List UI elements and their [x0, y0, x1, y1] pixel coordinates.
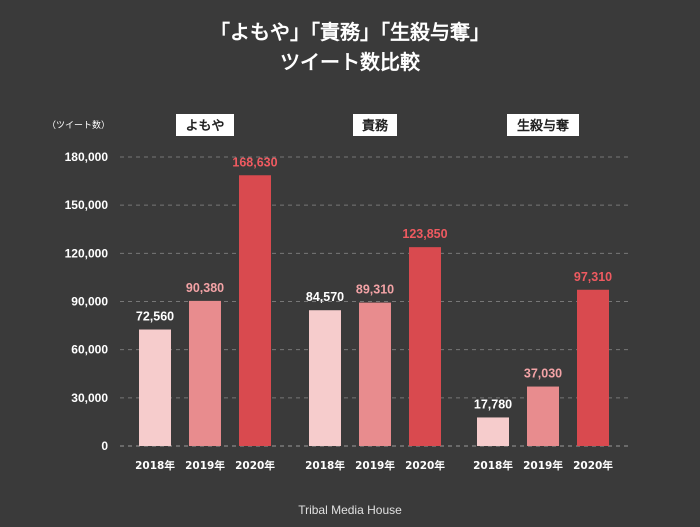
- x-tick-label: 2020年: [235, 459, 275, 472]
- bar: [527, 386, 559, 446]
- chart-title-line2: ツイート数比較: [280, 50, 420, 74]
- x-tick-label: 2018年: [135, 459, 175, 472]
- data-label: 90,380: [186, 281, 224, 295]
- y-tick-label: 120,000: [65, 246, 109, 260]
- data-label: 37,030: [524, 367, 562, 381]
- group-label-badge: [176, 114, 234, 136]
- x-tick-label: 2018年: [305, 459, 345, 472]
- bar: [239, 175, 271, 446]
- x-tick-label: 2020年: [405, 459, 445, 472]
- bar: [409, 247, 441, 446]
- group-label: 責務: [362, 118, 389, 134]
- x-tick-label: 2019年: [523, 459, 563, 472]
- data-label: 17,780: [474, 397, 512, 411]
- group-label: 生殺与奪: [517, 118, 570, 134]
- data-label: 89,310: [356, 283, 394, 297]
- chart-title-line1: 「よもや」「責務」「生殺与奪」: [210, 20, 490, 44]
- bar: [309, 310, 341, 446]
- data-label: 168,630: [232, 155, 277, 169]
- y-tick-label: 30,000: [71, 391, 108, 405]
- y-tick-label: 0: [101, 439, 108, 453]
- bar: [577, 289, 609, 446]
- y-tick-label: 60,000: [71, 343, 108, 357]
- bar: [139, 329, 171, 446]
- bar: [477, 417, 509, 446]
- y-axis-label: （ツイート数）: [47, 119, 110, 131]
- y-tick-label: 90,000: [71, 295, 108, 309]
- data-label: 72,560: [136, 310, 174, 324]
- bar: [359, 302, 391, 446]
- y-tick-label: 180,000: [65, 150, 109, 164]
- x-tick-label: 2020年: [573, 459, 613, 472]
- x-tick-label: 2018年: [473, 459, 513, 472]
- bar: [189, 300, 221, 446]
- data-label: 84,570: [306, 290, 344, 304]
- x-tick-label: 2019年: [185, 459, 225, 472]
- footer-credit: Tribal Media House: [298, 503, 402, 517]
- y-tick-label: 150,000: [65, 198, 109, 212]
- group-label-badge: [507, 114, 579, 136]
- data-label: 123,850: [402, 227, 447, 241]
- data-label: 97,310: [574, 270, 612, 284]
- group-label-badge: [353, 114, 397, 136]
- group-label: よもや: [185, 119, 224, 134]
- x-tick-label: 2019年: [355, 459, 395, 472]
